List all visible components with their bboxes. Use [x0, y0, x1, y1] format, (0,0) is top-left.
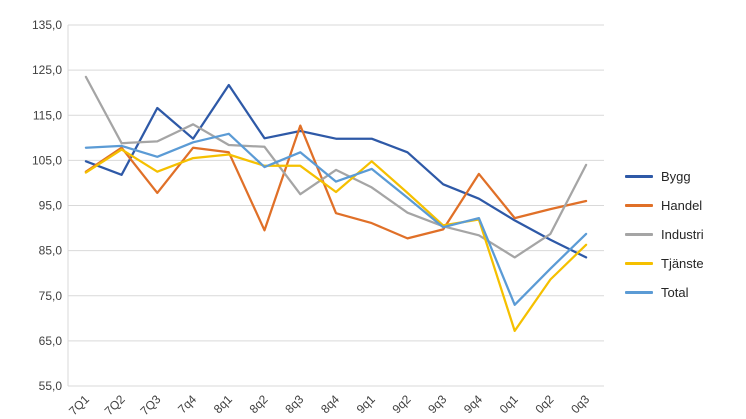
legend-label-tjanste: Tjänste [661, 256, 704, 271]
x-tick-label: 9q1 [354, 392, 378, 416]
x-tick-label: 8q1 [211, 392, 235, 416]
series-lines [84, 75, 588, 333]
legend-item-handel[interactable]: Handel [625, 191, 704, 220]
x-tick-label: 7Q2 [102, 392, 128, 418]
x-axis-ticks: 7Q1 7Q2 7Q3 7q4 8q1 8q2 8q3 8q4 9q1 9q2 9q3 9q4 0q1 0… [66, 392, 592, 418]
y-tick-label: 85,0 [39, 244, 63, 258]
legend-swatch-handel [625, 204, 653, 207]
legend-swatch-bygg [625, 175, 653, 178]
series-line-total [84, 132, 588, 306]
series-line-industri [84, 75, 588, 259]
gridlines [67, 24, 604, 387]
legend-item-tjanste[interactable]: Tjänste [625, 249, 704, 278]
x-tick-label: 7q4 [175, 392, 199, 416]
x-tick-label: 8q2 [247, 392, 271, 416]
x-tick-label: 8q3 [282, 392, 306, 416]
x-tick-label: 9q2 [390, 392, 414, 416]
x-tick-label: 0q2 [532, 392, 556, 416]
legend-swatch-industri [625, 233, 653, 236]
legend-label-bygg: Bygg [661, 169, 691, 184]
x-tick-label: 9q4 [461, 392, 485, 416]
y-tick-label: 125,0 [32, 63, 62, 77]
legend-item-bygg[interactable]: Bygg [625, 162, 704, 191]
legend-swatch-total [625, 291, 653, 294]
x-tick-label: 7Q1 [66, 392, 92, 418]
x-tick-label: 8q4 [318, 392, 342, 416]
legend-item-total[interactable]: Total [625, 278, 704, 307]
legend-item-industri[interactable]: Industri [625, 220, 704, 249]
legend-label-industri: Industri [661, 227, 704, 242]
x-tick-label: 9q3 [425, 392, 449, 416]
y-tick-label: 75,0 [39, 289, 63, 303]
x-tick-label: 0q3 [568, 392, 592, 416]
y-axis-ticks: 55,0 65,0 75,0 85,0 95,0 105,0 115,0 125,0 135,0 [32, 18, 62, 393]
legend-swatch-tjanste [625, 262, 653, 265]
series-line-tjanste [84, 148, 588, 333]
legend: Bygg Handel Industri Tjänste Total [625, 162, 704, 307]
x-tick-label: 7Q3 [138, 392, 164, 418]
y-tick-label: 65,0 [39, 334, 63, 348]
y-tick-label: 95,0 [39, 199, 63, 213]
y-tick-label: 105,0 [32, 153, 62, 167]
legend-label-total: Total [661, 285, 689, 300]
series-line-handel [84, 124, 588, 240]
x-tick-label: 0q1 [497, 392, 521, 416]
y-tick-label: 135,0 [32, 18, 62, 32]
y-tick-label: 115,0 [33, 108, 62, 122]
y-tick-label: 55,0 [39, 379, 63, 393]
series-line-bygg [84, 83, 588, 259]
legend-label-handel: Handel [661, 198, 703, 213]
